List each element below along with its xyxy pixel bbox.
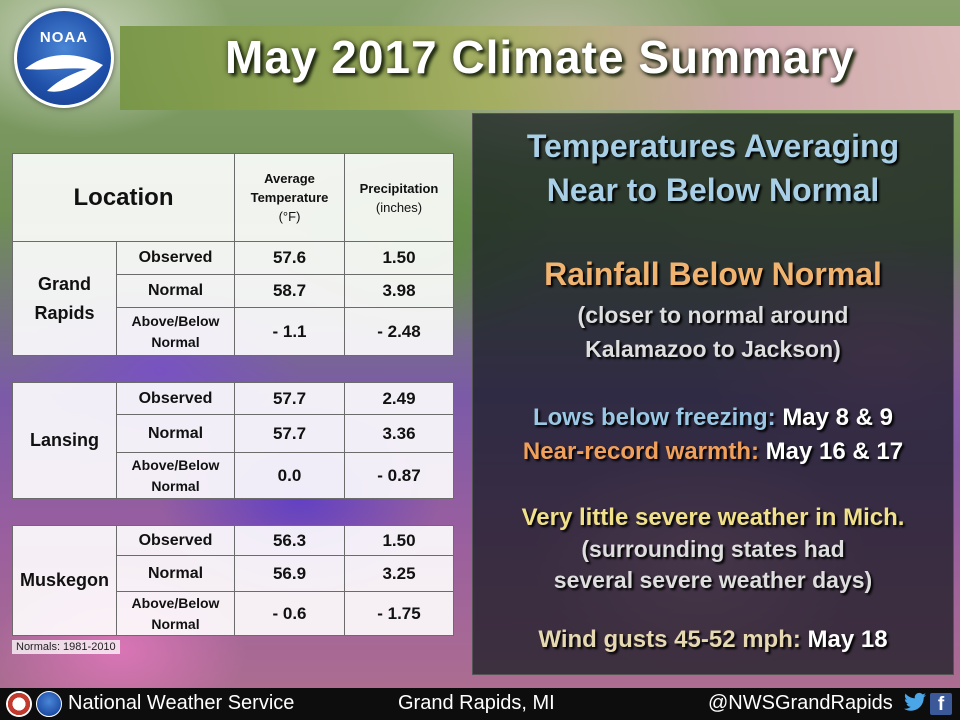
location-muskegon: Muskegon — [12, 525, 117, 636]
temps-heading: Temperatures Averaging Near to Below Norm… — [526, 128, 900, 208]
row-label-above-below: Above/Below Normal — [116, 307, 235, 356]
row-label-observed: Observed — [116, 241, 235, 275]
cell-value: - 0.87 — [344, 452, 454, 499]
noaa-mini-logo-icon — [36, 691, 62, 717]
social-handle[interactable]: @NWSGrandRapids — [708, 692, 893, 714]
cell-value: 56.3 — [234, 525, 345, 556]
twitter-icon[interactable] — [904, 692, 926, 718]
office-location: Grand Rapids, MI — [398, 692, 555, 714]
normals-note: Normals: 1981-2010 — [12, 640, 120, 654]
cell-value: 0.0 — [234, 452, 345, 499]
rain-note: (closer to normal around Kalamazoo to Jac… — [577, 302, 849, 362]
footer-bar: National Weather Service Grand Rapids, M… — [0, 688, 960, 720]
row-label-observed: Observed — [116, 525, 235, 556]
severe-note: (surrounding states had several severe we… — [553, 536, 873, 593]
cell-value: 2.49 — [344, 382, 454, 415]
row-label-above-below: Above/Below Normal — [116, 591, 235, 636]
precip-column-header: Precipitation (inches) — [344, 153, 454, 242]
cell-value: 57.7 — [234, 414, 345, 453]
cell-value: - 2.48 — [344, 307, 454, 356]
nws-logo-icon — [6, 691, 32, 717]
cell-value: 3.36 — [344, 414, 454, 453]
row-label-observed: Observed — [116, 382, 235, 415]
rain-heading: Rainfall Below Normal — [544, 256, 882, 292]
noaa-logo-text: NOAA — [39, 29, 89, 46]
warmth-fact: Near-record warmth: May 16 & 17 — [522, 438, 904, 465]
cell-value: 58.7 — [234, 274, 345, 308]
cell-value: - 1.75 — [344, 591, 454, 636]
cell-value: - 1.1 — [234, 307, 345, 356]
row-label-normal: Normal — [116, 414, 235, 453]
climate-table: Location Average Temperature (°F) Precip… — [12, 153, 454, 636]
row-label-above-below: Above/Below Normal — [116, 452, 235, 499]
cell-value: 56.9 — [234, 555, 345, 592]
facebook-icon[interactable]: f — [930, 693, 952, 715]
cell-value: 3.25 — [344, 555, 454, 592]
cell-value: 57.6 — [234, 241, 345, 275]
page-title: May 2017 Climate Summary — [225, 31, 855, 83]
row-label-normal: Normal — [116, 555, 235, 592]
cell-value: 3.98 — [344, 274, 454, 308]
table-gap — [13, 499, 454, 526]
location-header: Location — [12, 153, 235, 242]
cell-value: - 0.6 — [234, 591, 345, 636]
table-gap — [13, 356, 454, 383]
severe-heading: Very little severe weather in Mich. — [521, 504, 905, 531]
temp-column-header: Average Temperature (°F) — [234, 153, 345, 242]
row-label-normal: Normal — [116, 274, 235, 308]
title-band — [120, 26, 960, 110]
summary-panel: Temperatures Averaging Near to Below Norm… — [472, 113, 954, 675]
wind-fact: Wind gusts 45-52 mph: May 18 — [538, 626, 888, 653]
lows-fact: Lows below freezing: May 8 & 9 — [532, 404, 894, 431]
location-grand-rapids: Grand Rapids — [12, 241, 117, 356]
noaa-logo-icon: NOAA — [14, 8, 114, 108]
cell-value: 1.50 — [344, 241, 454, 275]
location-lansing: Lansing — [12, 382, 117, 499]
cell-value: 1.50 — [344, 525, 454, 556]
agency-name: National Weather Service — [68, 692, 295, 714]
cell-value: 57.7 — [234, 382, 345, 415]
